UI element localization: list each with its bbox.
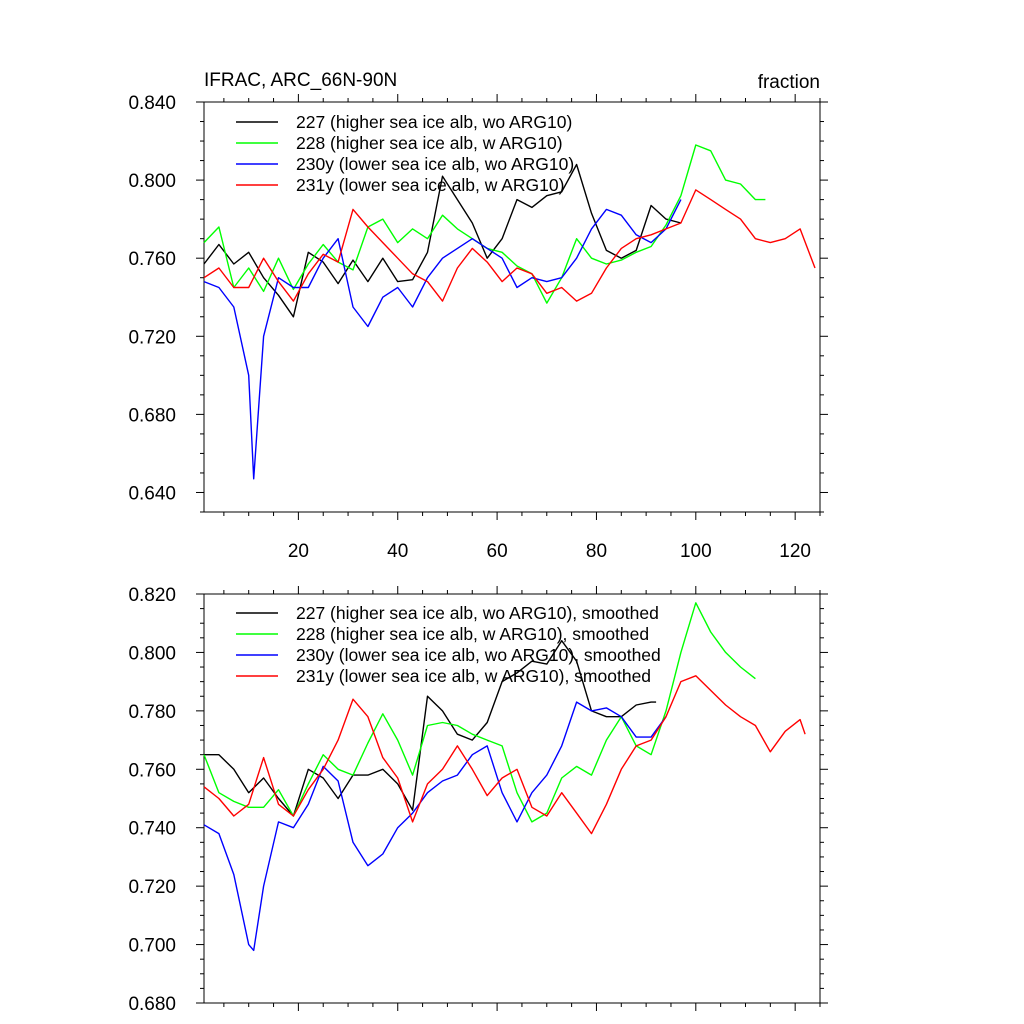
y-tick-label: 0.720 xyxy=(128,327,176,348)
bottom-panel: 0.680 0.700 0.720 0.740 0.760 0.780 0.800 0.820… xyxy=(128,585,828,1015)
legend-entry: 230y (lower sea ice alb, wo ARG10), smoo… xyxy=(296,645,661,665)
x-tick-label: 100 xyxy=(680,541,712,562)
x-tick-label: 60 xyxy=(487,541,508,562)
chart-title: IFRAC, ARC_66N-90N xyxy=(204,70,397,91)
x-tick-label: 80 xyxy=(586,541,607,562)
y-tick-label: 0.760 xyxy=(128,249,176,270)
legend-entry: 231y (lower sea ice alb, w ARG10) xyxy=(296,175,564,195)
legend-entry: 228 (higher sea ice alb, w ARG10), smoot… xyxy=(296,624,649,644)
series-line-2 xyxy=(203,199,682,480)
legend-entry: 227 (higher sea ice alb, wo ARG10) xyxy=(296,112,572,132)
y-tick-label: 0.800 xyxy=(128,643,176,664)
y-tick-label: 0.820 xyxy=(128,585,176,606)
y-tick-label: 0.760 xyxy=(128,760,176,781)
y-tick-label: 0.840 xyxy=(128,93,176,114)
legend-entry: 227 (higher sea ice alb, wo ARG10), smoo… xyxy=(296,603,659,623)
top-panel: 20 40 60 80 100 120 0.640 0.680 0.720 0.760 0.800 0… xyxy=(128,70,828,562)
x-tick-label: 120 xyxy=(779,541,811,562)
y-tick-label: 0.800 xyxy=(128,171,176,192)
units-label: fraction xyxy=(758,72,820,93)
y-tick-label: 0.640 xyxy=(128,483,176,504)
y-tick-label: 0.680 xyxy=(128,994,176,1015)
series-line-0 xyxy=(203,163,682,318)
legend-entry: 228 (higher sea ice alb, w ARG10) xyxy=(296,133,563,153)
y-tick-label: 0.780 xyxy=(128,702,176,723)
plot-frame xyxy=(203,101,821,513)
series-line-3 xyxy=(203,189,816,302)
y-tick-label: 0.680 xyxy=(128,405,176,426)
series-line-0 xyxy=(204,640,657,817)
x-tick-label: 40 xyxy=(387,541,408,562)
series-line-2 xyxy=(203,701,667,952)
series-line-3 xyxy=(203,675,806,835)
y-tick-label: 0.720 xyxy=(128,877,176,898)
y-tick-label: 0.700 xyxy=(128,936,176,957)
legend-entry: 230y (lower sea ice alb, wo ARG10) xyxy=(296,154,574,174)
x-tick-label: 20 xyxy=(288,541,309,562)
y-tick-label: 0.740 xyxy=(128,819,176,840)
legend-entry: 231y (lower sea ice alb, w ARG10), smoot… xyxy=(296,666,651,686)
